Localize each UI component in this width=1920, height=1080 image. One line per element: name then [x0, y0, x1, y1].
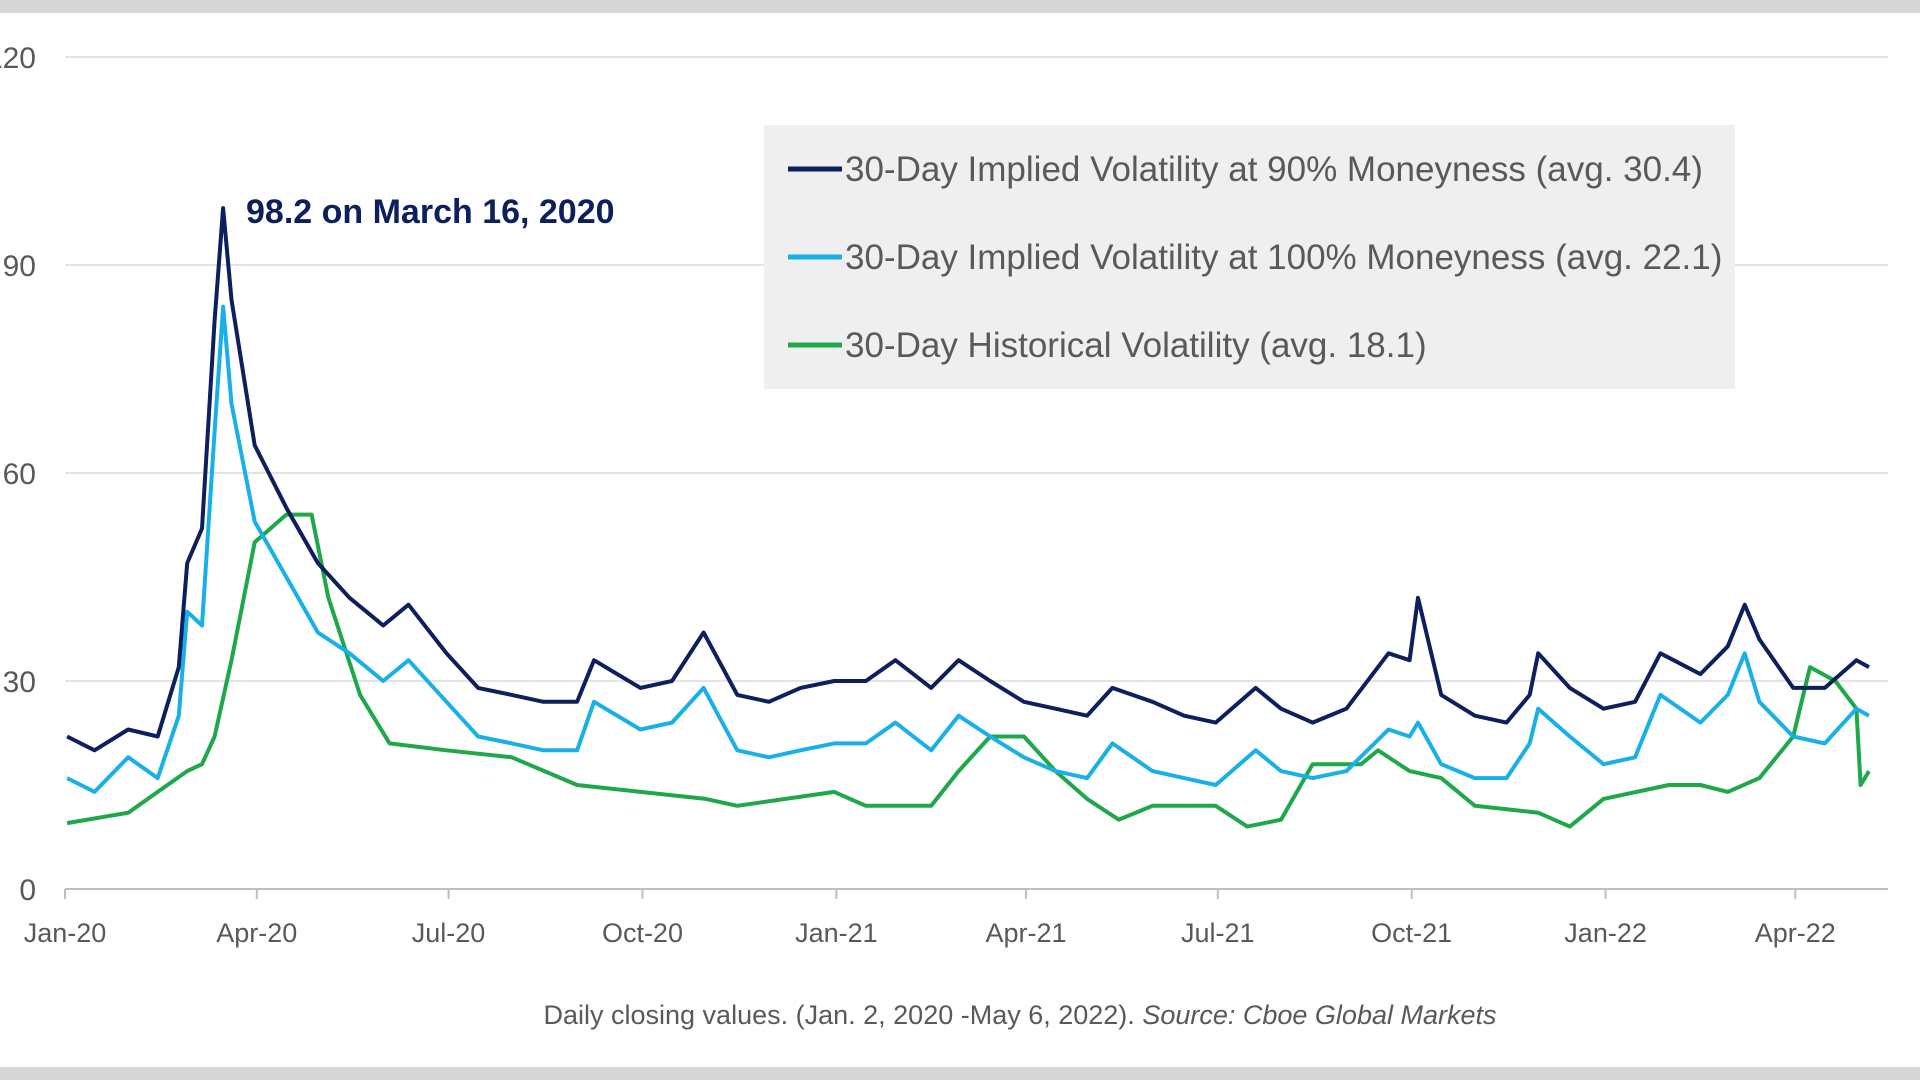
- x-tick-label: Jul-21: [1181, 918, 1255, 948]
- gridlines: [65, 56, 1888, 890]
- x-tick-label: Jan-22: [1564, 918, 1647, 948]
- y-tick-label: 120: [0, 42, 36, 75]
- y-tick-label: 90: [3, 250, 36, 283]
- x-tick-label: Oct-21: [1371, 918, 1452, 948]
- legend-label-1: 30-Day Implied Volatility at 90% Moneyne…: [845, 150, 1703, 189]
- legend: 30-Day Implied Volatility at 90% Moneyne…: [764, 125, 1735, 389]
- top-border-band: [0, 0, 1920, 13]
- x-tick-label: Oct-20: [602, 918, 683, 948]
- legend-label-3: 30-Day Historical Volatility (avg. 18.1): [845, 326, 1427, 365]
- x-tick-label: Jan-21: [795, 918, 878, 948]
- x-tick-label: Jul-20: [412, 918, 486, 948]
- x-tick-label: Jan-20: [24, 918, 107, 948]
- peak-annotation: 98.2 on March 16, 2020: [246, 193, 615, 231]
- y-tick-label: 0: [19, 874, 36, 907]
- y-tick-label: 60: [3, 458, 36, 491]
- footnote-plain: Daily closing values. (Jan. 2, 2020 -May…: [544, 1000, 1135, 1030]
- x-axis-ticks: Jan-20 Apr-20 Jul-20 Oct-20 Jan-21 Apr-21 Jul-…: [24, 889, 1836, 948]
- footnote: Daily closing values. (Jan. 2, 2020 -May…: [544, 1000, 1497, 1030]
- x-tick-label: Apr-20: [216, 918, 297, 948]
- legend-label-2: 30-Day Implied Volatility at 100% Moneyn…: [845, 238, 1722, 277]
- series-line-1: [66, 206, 1870, 753]
- series-lines: [66, 206, 1871, 829]
- x-tick-label: Apr-22: [1755, 918, 1836, 948]
- legend-box: [764, 125, 1735, 389]
- y-axis-ticks: 0 30 60 90 120: [0, 42, 36, 907]
- y-tick-label: 30: [3, 666, 36, 699]
- bottom-border-band: [0, 1067, 1920, 1080]
- series-line-2: [66, 304, 1870, 794]
- x-tick-label: Apr-21: [986, 918, 1067, 948]
- footnote-source: Source: Cboe Global Markets: [1142, 1000, 1496, 1030]
- series-line-3: [66, 512, 1871, 829]
